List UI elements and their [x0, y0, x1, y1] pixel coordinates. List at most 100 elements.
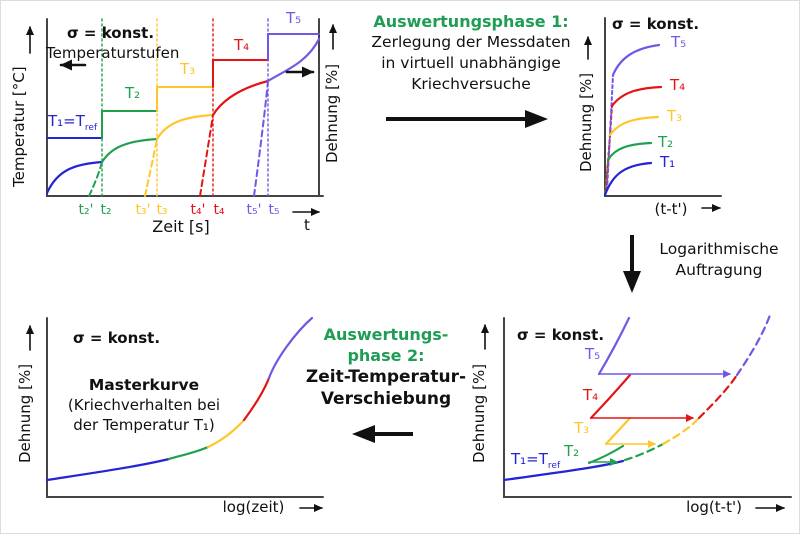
- phase1-title: Auswertungsphase 1:: [373, 12, 569, 31]
- label-t3-b: T₃: [667, 107, 683, 125]
- creep-test-t3: [608, 115, 660, 137]
- initial-rise-t5: [606, 74, 614, 191]
- creep-curve-t4: [211, 79, 270, 117]
- creep-curve-t1: [45, 160, 104, 195]
- ylabel-strain-b: Dehnung [%]: [577, 72, 595, 172]
- phase1-line1: Zerlegung der Messdaten: [371, 33, 571, 51]
- axes-bottom-left: [46, 317, 324, 498]
- tick-t4: t₄: [213, 202, 225, 218]
- creep-test-t4: [610, 85, 663, 108]
- phase2-title-line2: phase 2:: [347, 346, 425, 365]
- temperature-steps-label: Temperaturstufen: [46, 44, 180, 62]
- label-t3-a: T₃: [180, 60, 196, 78]
- label-t5-b: T₅: [671, 33, 687, 51]
- masterkurve-sub1: (Kriechverhalten bei: [67, 396, 221, 414]
- tick-t5-prime: t₅': [246, 202, 262, 218]
- xlabel-t: t: [304, 216, 310, 234]
- label-t1-base-d: T₁=T: [511, 450, 548, 468]
- xlabel-log-zeit: log(zeit): [222, 498, 285, 516]
- master-segment-t3: [206, 418, 246, 449]
- masterkurve-text: Masterkurve (Kriechverhalten bei der Tem…: [49, 375, 239, 435]
- sigma-label-c: σ = konst.: [73, 329, 161, 347]
- sigma-label-d: σ = konst.: [517, 326, 605, 344]
- log-step-line2: Auftragung: [675, 261, 763, 279]
- tick-t4-prime: t₄': [190, 202, 206, 218]
- phase1-line2: in virtuell unabhängige: [381, 54, 561, 72]
- label-t4-b: T₄: [670, 76, 686, 94]
- creep-curve-t2: [100, 137, 159, 164]
- tick-t3: t₃: [156, 202, 168, 218]
- ylabel-strain-d: Dehnung [%]: [470, 363, 488, 463]
- phase2-text: Auswertungs- phase 2: Zeit-Temperatur- V…: [301, 324, 471, 410]
- log-curve-t2: [587, 444, 625, 465]
- creep-curve-t3: [155, 113, 215, 141]
- virtual-start-t3: [144, 138, 158, 197]
- label-t1-base: T₁=T: [48, 112, 85, 130]
- label-t1-tref-d: T₁=Tref: [511, 451, 560, 472]
- shifted-dashed-t3: [661, 416, 701, 446]
- creep-test-t1: [603, 161, 653, 197]
- masterkurve-sub2: der Temperatur T₁): [73, 416, 215, 434]
- axis-left-bottom: [46, 18, 324, 197]
- phase2-title-line1: Auswertungs-: [323, 325, 449, 344]
- label-t2-b: T₂: [658, 133, 674, 151]
- ylabel-temperature: Temperatur [°C]: [10, 66, 28, 188]
- log-step-text: Logarithmische Auftragung: [644, 239, 794, 281]
- ylabel-strain-c: Dehnung [%]: [16, 363, 34, 463]
- phase1-flow-arrow: [386, 110, 548, 128]
- label-t1-tref-a: T₁=Tref: [48, 113, 97, 134]
- xlabel-zeit: Zeit [s]: [152, 217, 210, 236]
- ylabel-strain-a: Dehnung [%]: [323, 63, 341, 164]
- log-step-flow-arrow: [623, 235, 641, 293]
- phase2-line2: Verschiebung: [320, 389, 452, 409]
- log-curve-t4: [589, 373, 632, 420]
- master-segment-t5: [267, 316, 314, 380]
- master-segment-t4: [242, 376, 271, 422]
- master-segment-t2: [167, 445, 210, 461]
- xlabel-t-minus-tprime: (t-t'): [654, 200, 688, 218]
- panel-temperature-steps: [26, 18, 337, 216]
- panel-separated-creep-tests: [584, 17, 722, 212]
- phase2-flow-arrow: [352, 425, 413, 443]
- temp-step-t2: [101, 110, 158, 139]
- shifted-dashed-t5: [735, 313, 772, 377]
- log-curve-t3: [604, 416, 632, 446]
- axes-bottom-right: [503, 317, 792, 498]
- panel-master-curve: [26, 316, 324, 512]
- tick-t2-prime: t₂': [78, 202, 94, 218]
- creep-test-t5: [611, 43, 661, 77]
- label-t5-a: T₅: [286, 9, 302, 27]
- virtual-start-t2: [88, 161, 103, 197]
- shifted-dashed-t2: [623, 442, 665, 462]
- label-t4-d: T₄: [583, 386, 599, 404]
- phase1-line3: Kriechversuche: [411, 75, 531, 93]
- master-segment-t1: [45, 457, 171, 482]
- phase2-line1: Zeit-Temperatur-: [305, 367, 467, 387]
- sigma-label-b: σ = konst.: [612, 15, 700, 33]
- label-t2-a: T₂: [125, 84, 141, 102]
- tick-t2: t₂: [100, 202, 112, 218]
- virtual-start-t4: [199, 114, 214, 197]
- label-t5-d: T₅: [585, 345, 601, 363]
- virtual-start-t5: [253, 80, 269, 197]
- log-curve-t5: [597, 316, 631, 376]
- temp-step-t3: [156, 86, 214, 112]
- log-step-line1: Logarithmische: [659, 240, 779, 258]
- shifted-dashed-t4: [697, 373, 739, 420]
- label-t2-d: T₂: [564, 442, 580, 460]
- temp-step-t4: [212, 59, 269, 88]
- phase1-text: Auswertungsphase 1: Zerlegung der Messda…: [346, 11, 596, 95]
- tick-t5: t₅: [268, 202, 280, 218]
- label-t1-b: T₁: [660, 153, 676, 171]
- label-t1-sub: ref: [84, 123, 98, 133]
- label-t3-d: T₃: [574, 419, 590, 437]
- sigma-label-a: σ = konst.: [67, 24, 155, 42]
- label-t4-a: T₄: [234, 36, 250, 54]
- label-t1-sub-d: ref: [547, 461, 561, 471]
- creep-curve-t5: [266, 37, 321, 83]
- tick-t3-prime: t₃': [135, 202, 151, 218]
- temp-step-t5: [267, 33, 320, 61]
- panel-time-temperature-shift: [481, 313, 792, 512]
